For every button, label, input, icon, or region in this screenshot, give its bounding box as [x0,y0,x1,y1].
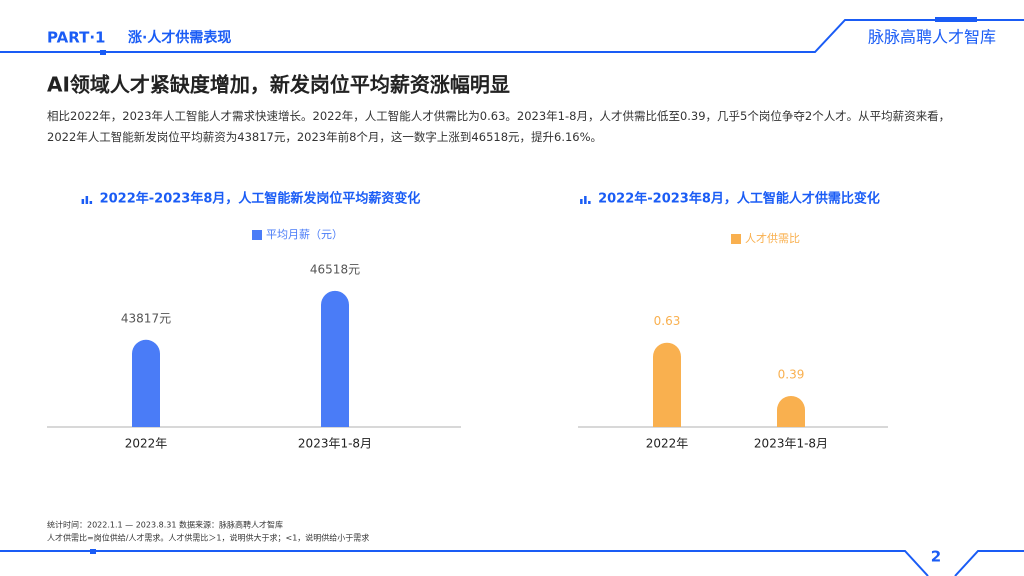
bar [777,395,805,427]
description-box: 相比2022年，2023年人工智能人才需求快速增长。2022年，人工智能人才供需… [47,109,951,144]
legend-label: 人才供需比 [745,231,800,245]
part-label: PART·1 [47,29,105,47]
bar [321,290,349,427]
title-icon [584,196,587,204]
header-accent [935,17,977,22]
legend-label: 平均月薪（元） [266,228,343,241]
chart-title: 2022年-2023年8月，人工智能新发岗位平均薪资变化 [100,191,421,207]
title-icon [588,201,591,204]
x-tick-label: 2022年 [646,437,689,451]
value-label: 0.63 [654,314,681,328]
footnote: 人才供需比=岗位供给/人才需求。人才供需比＞1，说明供大于求；<1，说明供给小于… [47,533,369,543]
header-line [0,19,1024,53]
header-accent [100,50,106,55]
slide-title: AI领域人才紧缺度增加，新发岗位平均薪资涨幅明显 [47,73,510,97]
value-label: 0.39 [778,367,805,381]
x-tick-label: 2022年 [125,437,168,451]
legend-swatch [252,230,262,240]
page-number: 2 [931,548,941,566]
chart-title: 2022年-2023年8月，人工智能人才供需比变化 [598,191,880,207]
legend-swatch [731,234,741,244]
title-icon [81,199,85,204]
value-label: 43817元 [121,311,171,325]
value-label: 46518元 [310,262,360,276]
title-icon [580,199,583,204]
bar [132,339,160,427]
x-tick-label: 2023年1-8月 [298,437,372,451]
footer-accent [90,549,96,554]
bar [653,342,681,427]
footnote: 统计时间：2022.1.1 — 2023.8.31 数据来源：脉脉高聘人才智库 [47,520,283,530]
title-icon [89,201,93,204]
x-tick-label: 2023年1-8月 [754,437,828,451]
title-icon [85,196,89,204]
section-label: 涨·人才供需表现 [128,29,231,46]
description: 相比2022年，2023年人工智能人才需求快速增长。2022年，人工智能人才供需… [47,109,951,144]
footer-line [0,550,1024,576]
brand: 脉脉高聘人才智库 [868,28,996,47]
